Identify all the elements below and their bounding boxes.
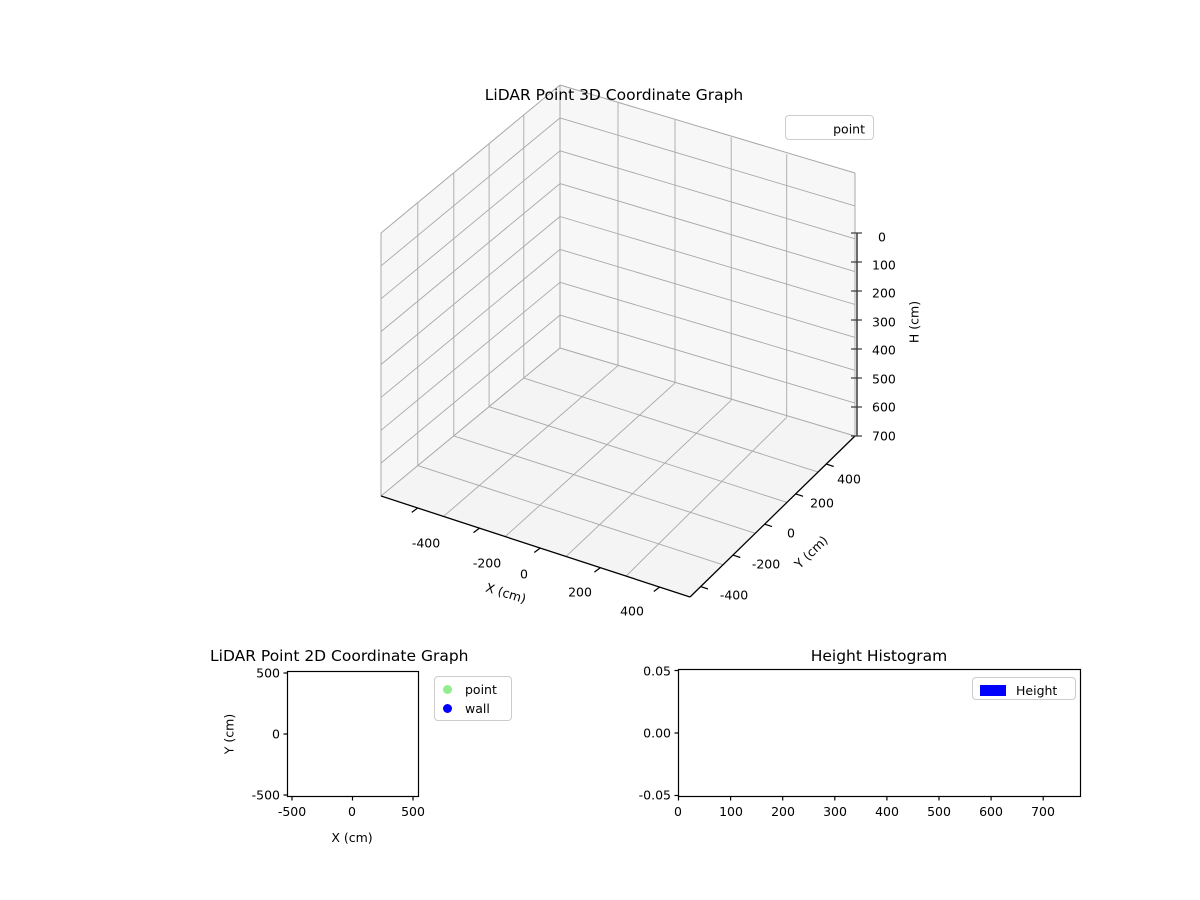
- legend-histogram[interactable]: Height: [972, 677, 1076, 700]
- x-tick-label-3d: 200: [568, 584, 592, 600]
- x-tick-label-histogram: 200: [771, 804, 795, 819]
- legend-2d-label-wall: wall: [465, 701, 490, 716]
- legend-2d-entry-wall[interactable]: wall: [443, 701, 490, 716]
- legend-marker-point-icon: [443, 685, 452, 694]
- x-tick-label-3d: -400: [411, 535, 441, 551]
- y-tick-label-3d: -200: [751, 556, 781, 572]
- z-ticks-3d: [851, 232, 862, 437]
- x-tick-label-3d: 0: [520, 566, 528, 582]
- z-tick-label-3d: 0: [878, 229, 886, 245]
- grid-left-wall: [380, 115, 561, 466]
- z-tick-label-3d: 300: [872, 314, 896, 330]
- y-tick-label-3d: -400: [719, 587, 749, 603]
- y-tick-label-3d: 200: [810, 495, 834, 511]
- y-tick-label-2d: 0: [272, 726, 280, 742]
- page-title-2d: LiDAR Point 2D Coordinate Graph: [210, 647, 469, 665]
- y-tick-label-histogram: 0.05: [643, 663, 671, 679]
- legend-histogram-entry-height[interactable]: Height: [980, 683, 1057, 698]
- legend-2d[interactable]: point wall: [434, 676, 512, 721]
- x-axis-line-3d: [380, 495, 691, 598]
- x-tick-label-histogram: 400: [875, 804, 899, 819]
- y-tick-label-2d: -500: [251, 787, 280, 803]
- page-title-histogram: Height Histogram: [810, 647, 948, 665]
- z-tick-label-3d: 200: [872, 285, 896, 301]
- x-tick-label-histogram: 100: [719, 804, 743, 819]
- x-tick-label-histogram: 500: [927, 804, 951, 819]
- y-tick-label-histogram: 0.00: [643, 725, 671, 741]
- z-tick-label-3d: 700: [872, 428, 896, 444]
- grid-floor: [417, 365, 819, 577]
- x-tick-label-2d: -500: [277, 804, 307, 819]
- x-axis-label-2d: X (cm): [331, 830, 373, 845]
- grid-back-wall: [559, 102, 856, 418]
- y-ticks-3d: [700, 463, 834, 590]
- legend-3d[interactable]: point: [785, 115, 874, 140]
- axes-2d-frame: [286, 670, 420, 798]
- legend-2d-label-point: point: [465, 682, 497, 697]
- y-axis-line-3d: [689, 435, 856, 598]
- x-tick-label-histogram: 300: [823, 804, 847, 819]
- x-tick-label-2d: 500: [401, 804, 425, 819]
- z-tick-label-3d: 400: [872, 342, 896, 358]
- x-tick-label-histogram: 0: [674, 804, 682, 819]
- legend-patch-height-icon: [980, 685, 1006, 696]
- legend-histogram-label-height: Height: [1016, 683, 1058, 698]
- legend-2d-entry-point[interactable]: point: [443, 682, 497, 697]
- y-tick-label-3d: 400: [837, 471, 861, 487]
- pane-edges: [380, 84, 856, 497]
- legend-marker-wall-icon: [443, 704, 452, 713]
- axes-histogram-ticks: [674, 669, 1044, 801]
- y-tick-label-3d: 0: [787, 525, 795, 541]
- y-tick-label-histogram: -0.05: [638, 787, 671, 803]
- z-tick-label-3d: 500: [872, 371, 896, 387]
- x-ticks-3d: [411, 507, 661, 592]
- x-tick-label-3d: 400: [620, 603, 644, 619]
- axis-spines-3d: [380, 435, 856, 598]
- legend-3d-label-point: point: [833, 121, 865, 136]
- x-tick-label-3d: -200: [472, 555, 502, 571]
- x-tick-label-2d: 0: [348, 804, 356, 819]
- axes-2d-ticks: [283, 672, 414, 801]
- z-tick-label-3d: 600: [872, 399, 896, 415]
- page-title-3d: LiDAR Point 3D Coordinate Graph: [484, 86, 744, 104]
- z-tick-label-3d: 100: [872, 257, 896, 273]
- x-tick-label-histogram: 600: [979, 804, 1003, 819]
- x-tick-label-histogram: 700: [1031, 804, 1055, 819]
- y-tick-label-2d: 500: [256, 665, 280, 681]
